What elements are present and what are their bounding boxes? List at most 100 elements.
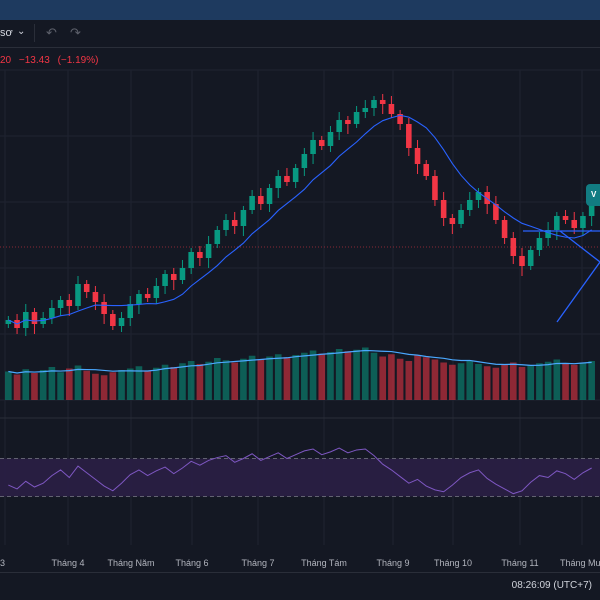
candle-body bbox=[423, 164, 430, 176]
volume-bar bbox=[65, 368, 73, 400]
volume-bar bbox=[440, 362, 447, 400]
volume-bar bbox=[344, 351, 352, 400]
drawing-tool-badge[interactable]: V bbox=[586, 184, 600, 206]
volume-bar bbox=[213, 358, 221, 400]
candle-body bbox=[170, 274, 177, 280]
time-axis-label: Tháng 10 bbox=[433, 558, 473, 568]
candle-body bbox=[92, 292, 99, 302]
volume-bar bbox=[449, 364, 456, 400]
volume-bar bbox=[292, 355, 299, 400]
time-axis-label: Tháng 9 bbox=[376, 558, 410, 568]
volume-bar bbox=[301, 352, 308, 400]
candle-body bbox=[127, 304, 134, 318]
candle-body bbox=[432, 176, 438, 200]
volume-bar bbox=[153, 367, 160, 400]
candle-body bbox=[493, 204, 499, 220]
time-axis-label: Tháng Năm bbox=[107, 558, 155, 568]
volume-bar bbox=[536, 363, 543, 400]
candle-body bbox=[266, 188, 273, 204]
diagonal-trendline bbox=[559, 230, 600, 263]
time-axis-label: Tháng 4 bbox=[51, 558, 85, 568]
candle-body bbox=[406, 124, 412, 148]
candle-body bbox=[336, 120, 342, 132]
volume-bar bbox=[283, 357, 291, 400]
candle-body bbox=[440, 200, 447, 218]
volume-bar bbox=[144, 370, 151, 400]
volume-bar bbox=[518, 367, 526, 400]
change-value: −13.43 bbox=[18, 55, 50, 66]
candle-body bbox=[5, 320, 12, 324]
candle-body bbox=[301, 154, 308, 168]
volume-bar bbox=[135, 366, 143, 400]
candle-body bbox=[519, 256, 525, 266]
candle-body bbox=[110, 314, 116, 326]
volume-bar bbox=[396, 358, 404, 400]
redo-icon[interactable]: ↷ bbox=[70, 25, 81, 40]
candle-body bbox=[536, 238, 543, 250]
volume-bar bbox=[274, 354, 282, 400]
candle-body bbox=[397, 114, 403, 124]
volume-bar bbox=[118, 370, 125, 400]
volume-bar bbox=[466, 361, 474, 400]
moving-average-line bbox=[8, 114, 592, 325]
volume-bar bbox=[379, 356, 387, 400]
candle-body bbox=[258, 196, 264, 204]
volume-bar bbox=[31, 373, 38, 400]
undo-icon[interactable]: ↶ bbox=[46, 25, 57, 40]
volume-bar bbox=[196, 364, 204, 400]
candle-body bbox=[466, 200, 473, 210]
volume-bar bbox=[579, 362, 587, 400]
candle-body bbox=[310, 140, 316, 154]
volume-bar bbox=[187, 361, 195, 400]
main-chart[interactable] bbox=[0, 0, 600, 550]
volume-bar bbox=[414, 355, 421, 400]
time-axis-label: Tháng 7 bbox=[241, 558, 275, 568]
candle-body bbox=[83, 284, 90, 292]
volume-bar bbox=[109, 372, 117, 400]
volume-bar bbox=[335, 349, 343, 400]
volume-bar bbox=[39, 370, 47, 400]
candle-body bbox=[388, 104, 395, 114]
volume-bar bbox=[318, 353, 326, 400]
chart-toolbar: sơ ⌄ ↶ ↷ bbox=[0, 20, 600, 48]
volume-bar bbox=[388, 354, 395, 400]
change-percent: (−1.19%) bbox=[57, 55, 99, 66]
interval-selector[interactable]: sơ bbox=[0, 27, 13, 39]
candle-body bbox=[510, 238, 517, 256]
candle-body bbox=[414, 148, 421, 164]
time-axis-label: Tháng Tám bbox=[301, 558, 347, 568]
volume-bar bbox=[248, 355, 256, 400]
candle-body bbox=[214, 230, 221, 244]
candle-body bbox=[554, 216, 560, 230]
volume-bar bbox=[309, 350, 317, 400]
volume-bar bbox=[74, 365, 82, 400]
candle-body bbox=[31, 312, 38, 324]
candle-body bbox=[379, 100, 386, 104]
volume-bar bbox=[83, 370, 91, 400]
candle-body bbox=[284, 176, 290, 182]
candle-body bbox=[136, 294, 142, 304]
volume-bar bbox=[475, 364, 482, 400]
volume-bar bbox=[588, 361, 595, 400]
candle-body bbox=[275, 176, 282, 188]
volume-bar bbox=[370, 352, 378, 400]
volume-bar bbox=[5, 371, 12, 400]
candle-body bbox=[40, 318, 46, 324]
volume-bar bbox=[501, 364, 508, 400]
candle-body bbox=[353, 112, 360, 124]
price-change-legend: 20 −13.43 (−1.19%) bbox=[0, 55, 103, 66]
rsi-line bbox=[8, 447, 592, 495]
chevron-down-icon[interactable]: ⌄ bbox=[17, 26, 26, 37]
volume-bar bbox=[22, 369, 30, 400]
candle-body bbox=[292, 168, 299, 182]
volume-bar bbox=[13, 374, 21, 400]
volume-bar bbox=[457, 363, 465, 400]
volume-bar bbox=[170, 367, 178, 400]
volume-bar bbox=[562, 364, 569, 400]
candle-body bbox=[527, 250, 534, 266]
volume-bar bbox=[431, 359, 439, 400]
candle-body bbox=[197, 252, 203, 258]
volume-bar bbox=[231, 362, 239, 400]
volume-bar bbox=[527, 365, 535, 400]
candle-body bbox=[144, 294, 151, 298]
